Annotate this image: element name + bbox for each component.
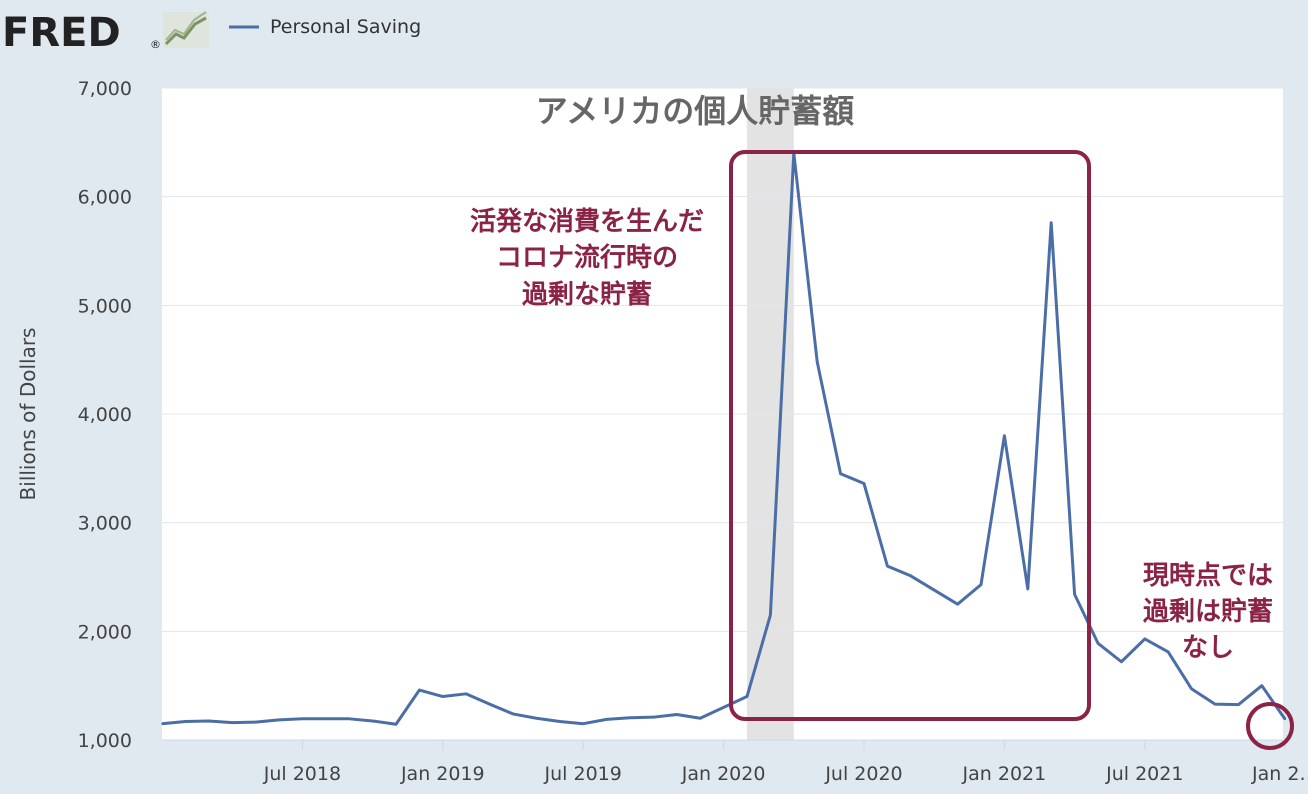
data-point xyxy=(629,716,631,719)
data-point xyxy=(839,472,842,475)
x-tick-label: Jan 2019 xyxy=(400,763,485,785)
y-tick-label: 2,000 xyxy=(78,621,132,643)
data-point xyxy=(231,721,233,724)
data-point xyxy=(184,720,187,723)
annotation-line: 現時点では xyxy=(1143,560,1273,591)
header-graphics: FRED ® Personal Saving xyxy=(2,10,421,56)
y-tick-label: 1,000 xyxy=(78,730,132,752)
data-point xyxy=(161,722,163,725)
covid-period-highlight-box xyxy=(729,150,1091,721)
data-point xyxy=(371,720,374,722)
data-point xyxy=(956,603,959,605)
data-point xyxy=(535,717,538,720)
y-tick-label: 7,000 xyxy=(78,78,132,100)
annotation-line: 活発な消費を生んだ xyxy=(470,207,704,237)
data-point xyxy=(1073,593,1076,596)
annotation-line: 過剰な貯蓄 xyxy=(522,279,652,310)
data-point xyxy=(301,718,304,720)
data-point xyxy=(418,689,421,691)
data-point xyxy=(605,718,608,721)
annotation-line: なし xyxy=(1182,633,1234,663)
data-point xyxy=(348,718,351,720)
y-tick-label: 6,000 xyxy=(78,187,132,209)
annotation-current-savings: 現時点では 過剰は貯蓄 なし xyxy=(1143,560,1273,663)
y-tick-label: 4,000 xyxy=(78,404,132,426)
data-point xyxy=(1027,588,1029,590)
registered-mark: ® xyxy=(150,38,161,51)
line-chart-icon xyxy=(163,11,209,48)
data-point xyxy=(442,695,444,698)
data-point xyxy=(816,361,818,363)
data-point xyxy=(652,716,655,718)
data-point xyxy=(254,721,257,723)
annotation-covid-savings: 活発な消費を生んだ コロナ流行時の 過剰な貯蓄 xyxy=(470,207,704,310)
y-axis-label: Billions of Dollars xyxy=(16,328,40,501)
data-point xyxy=(722,706,725,709)
fred-logo[interactable]: FRED xyxy=(2,10,121,56)
x-tick-label: Jul 2020 xyxy=(824,763,902,785)
data-point xyxy=(769,614,772,616)
data-point xyxy=(1190,688,1193,690)
data-point xyxy=(1097,642,1099,645)
series-layer xyxy=(161,151,1287,726)
annotation-line: コロナ流行時の xyxy=(496,242,678,273)
chart-title: アメリカの個人貯蓄額 xyxy=(536,92,854,130)
data-point xyxy=(1120,660,1123,663)
data-point xyxy=(325,718,327,720)
y-axis: 1,000 2,000 3,000 4,000 5,000 6,000 7,000 xyxy=(78,78,132,752)
latest-value-highlight-circle xyxy=(1246,702,1294,750)
data-point xyxy=(395,723,397,726)
data-point xyxy=(1237,703,1240,706)
data-point xyxy=(488,703,491,705)
data-point xyxy=(746,695,748,698)
data-point xyxy=(465,693,468,695)
annotation-line: 過剰は貯蓄 xyxy=(1143,596,1273,627)
x-tick-label: Jul 2018 xyxy=(263,763,341,785)
x-tick-label: Jan 2… xyxy=(1251,763,1308,785)
data-point xyxy=(208,720,210,722)
x-tick-label: Jul 2021 xyxy=(1105,763,1183,785)
data-point xyxy=(1050,221,1052,224)
legend-label[interactable]: Personal Saving xyxy=(270,16,421,38)
x-tick-label: Jan 2020 xyxy=(681,763,766,785)
x-tick-label: Jul 2019 xyxy=(544,763,622,785)
data-point xyxy=(1003,434,1006,437)
data-point xyxy=(910,575,912,577)
data-point xyxy=(933,589,935,591)
x-tick-label: Jan 2021 xyxy=(962,763,1047,785)
data-point xyxy=(559,720,561,723)
data-point xyxy=(278,719,280,721)
x-axis: Jul 2018 Jan 2019 Jul 2019 Jan 2020 Jul 2020… xyxy=(162,739,1308,785)
y-tick-label: 3,000 xyxy=(78,513,132,535)
data-point xyxy=(1261,684,1263,687)
chart-header: FRED ® Personal Saving xyxy=(0,0,1308,60)
data-point xyxy=(1214,703,1216,705)
data-point xyxy=(582,722,584,725)
data-point xyxy=(886,565,889,567)
data-point xyxy=(1284,718,1286,721)
y-tick-label: 5,000 xyxy=(78,295,132,317)
data-point xyxy=(699,717,701,720)
data-point xyxy=(1144,638,1146,640)
data-point xyxy=(1167,651,1169,653)
data-point xyxy=(676,713,678,716)
data-point xyxy=(863,482,865,485)
data-point xyxy=(980,583,982,586)
data-point xyxy=(512,713,514,715)
